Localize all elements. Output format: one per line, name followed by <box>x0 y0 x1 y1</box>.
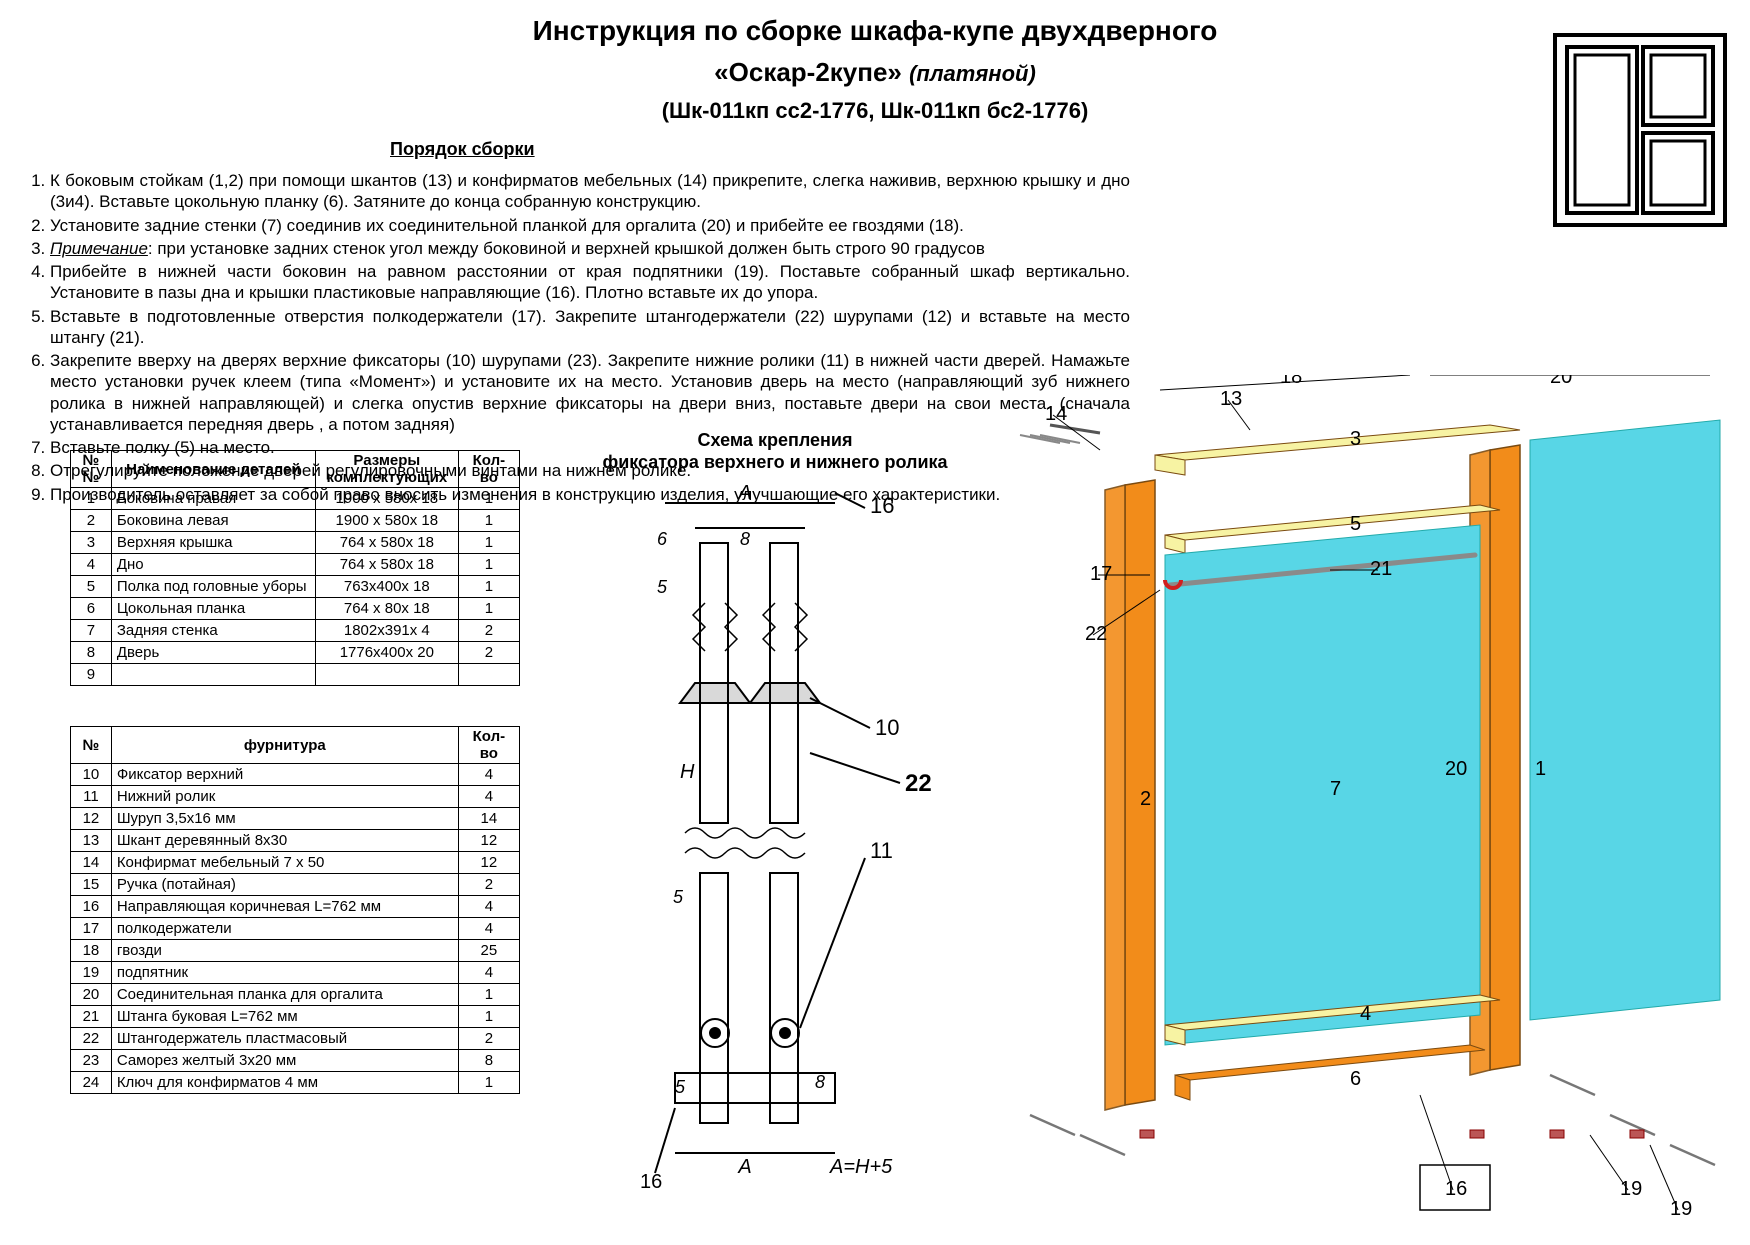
part-label: 13 <box>1220 388 1242 410</box>
part-label: 20 <box>1445 758 1467 780</box>
title-main: Инструкция по сборке шкафа-купе двухдвер… <box>0 15 1750 47</box>
part-label: 20 <box>1550 375 1572 388</box>
svg-text:11: 11 <box>870 838 893 863</box>
table-row: 10Фиксатор верхний4 <box>71 764 520 786</box>
table-row: 3Верхняя крышка764 х 580х 181 <box>71 532 520 554</box>
table-header: Кол-во <box>458 451 519 488</box>
title-sub: «Оскар-2купе» (платяной) <box>0 57 1750 88</box>
step-item: К боковым стойкам (1,2) при помощи шкант… <box>50 170 1130 213</box>
step-item: Установите задние стенки (7) соединив их… <box>50 215 1130 236</box>
table-row: 20Соединительная планка для оргалита1 <box>71 984 520 1006</box>
hardware-table: №фурнитураКол-во10Фиксатор верхний411Ниж… <box>70 726 520 1094</box>
table-row: 18гвозди25 <box>71 940 520 962</box>
table-row: 24Ключ для конфирматов 4 мм1 <box>71 1072 520 1094</box>
step-item: Примечание: при установке задних стенок … <box>50 238 1130 259</box>
scheme-diagram: A 16 8 6 5 10 22 H <box>565 473 985 1193</box>
table-row: 11Нижний ролик4 <box>71 786 520 808</box>
title-codes: (Шк-011кп сс2-1776, Шк-011кп бс2-1776) <box>0 98 1750 124</box>
part-label: 14 <box>1045 403 1067 425</box>
part-label: 5 <box>1350 513 1361 535</box>
svg-text:8: 8 <box>740 529 750 549</box>
table-row: 13Шкант деревянный 8х3012 <box>71 830 520 852</box>
part-label: 16 <box>1445 1178 1467 1200</box>
table-row: 16Направляющая коричневая L=762 мм4 <box>71 896 520 918</box>
table-row: 5Полка под головные уборы763х400х 181 <box>71 576 520 598</box>
table-row: 15Ручка (потайная)2 <box>71 874 520 896</box>
table-header: № <box>71 727 112 764</box>
part-label: 2 <box>1140 788 1151 810</box>
table-row: 12Шуруп 3,5х16 мм14 <box>71 808 520 830</box>
scheme-block: Схема крепления фиксатора верхнего и ниж… <box>565 430 985 1198</box>
table-row: 8Дверь1776х400х 202 <box>71 642 520 664</box>
part-label: 1 <box>1535 758 1546 780</box>
scheme-title-1: Схема крепления <box>565 430 985 452</box>
svg-text:5: 5 <box>657 577 668 597</box>
table-row: 2Боковина левая1900 х 580х 181 <box>71 510 520 532</box>
svg-text:16: 16 <box>870 493 894 518</box>
table-row: 17полкодержатели4 <box>71 918 520 940</box>
svg-text:16: 16 <box>640 1171 662 1193</box>
part-label: 21 <box>1370 558 1392 580</box>
svg-text:5: 5 <box>673 887 684 907</box>
table-header: Кол-во <box>458 727 519 764</box>
part-label: 17 <box>1090 563 1112 585</box>
part-label: 19 <box>1670 1198 1692 1220</box>
tables-column: № №Наименование деталейРазмеры комплекту… <box>70 450 520 1094</box>
table-header: фурнитура <box>111 727 458 764</box>
table-row: 6Цокольная планка764 х 80х 181 <box>71 598 520 620</box>
svg-text:A=H+5: A=H+5 <box>829 1156 893 1178</box>
table-header: Размеры комплектующих <box>315 451 458 488</box>
part-label: 7 <box>1330 778 1341 800</box>
part-label: 19 <box>1620 1178 1642 1200</box>
table-row: 4Дно764 х 580х 181 <box>71 554 520 576</box>
parts-table: № №Наименование деталейРазмеры комплекту… <box>70 450 520 686</box>
step-item: Прибейте в нижней части боковин на равно… <box>50 261 1130 304</box>
step-item: Закрепите вверху на дверях верхние фикса… <box>50 350 1130 435</box>
table-row: 21Штанга буковая L=762 мм1 <box>71 1006 520 1028</box>
svg-text:H: H <box>680 761 695 783</box>
title-sub-prefix: «Оскар-2купе» <box>714 57 909 87</box>
svg-text:10: 10 <box>875 715 899 740</box>
table-header: № № <box>71 451 112 488</box>
svg-text:8: 8 <box>815 1072 825 1092</box>
part-label: 3 <box>1350 428 1361 450</box>
table-row: 22Штангодержатель пластмасовый2 <box>71 1028 520 1050</box>
exploded-view: 14131820351721222720146161919 <box>990 375 1750 1245</box>
table-row: 1Боковина правая1900 х 580х 181 <box>71 488 520 510</box>
part-label: 18 <box>1280 375 1302 388</box>
step-item: Вставьте в подготовленные отверстия полк… <box>50 306 1130 349</box>
scheme-title-2: фиксатора верхнего и нижнего ролика <box>565 452 985 474</box>
svg-text:A: A <box>737 482 751 504</box>
part-label: 22 <box>1085 623 1107 645</box>
svg-text:5: 5 <box>675 1077 686 1097</box>
svg-text:22: 22 <box>905 770 932 797</box>
wardrobe-icon <box>1545 25 1735 235</box>
svg-text:6: 6 <box>657 529 668 549</box>
table-row: 7Задняя стенка1802х391х 42 <box>71 620 520 642</box>
table-row: 14Конфирмат мебельный 7 х 5012 <box>71 852 520 874</box>
part-label: 6 <box>1350 1068 1361 1090</box>
part-label: 4 <box>1360 1003 1371 1025</box>
table-row: 9 <box>71 664 520 686</box>
svg-text:A: A <box>737 1156 751 1178</box>
table-row: 23Саморез желтый 3х20 мм8 <box>71 1050 520 1072</box>
table-header: Наименование деталей <box>111 451 315 488</box>
title-sub-italic: (платяной) <box>909 61 1036 86</box>
title-block: Инструкция по сборке шкафа-купе двухдвер… <box>0 0 1750 124</box>
table-row: 19подпятник4 <box>71 962 520 984</box>
